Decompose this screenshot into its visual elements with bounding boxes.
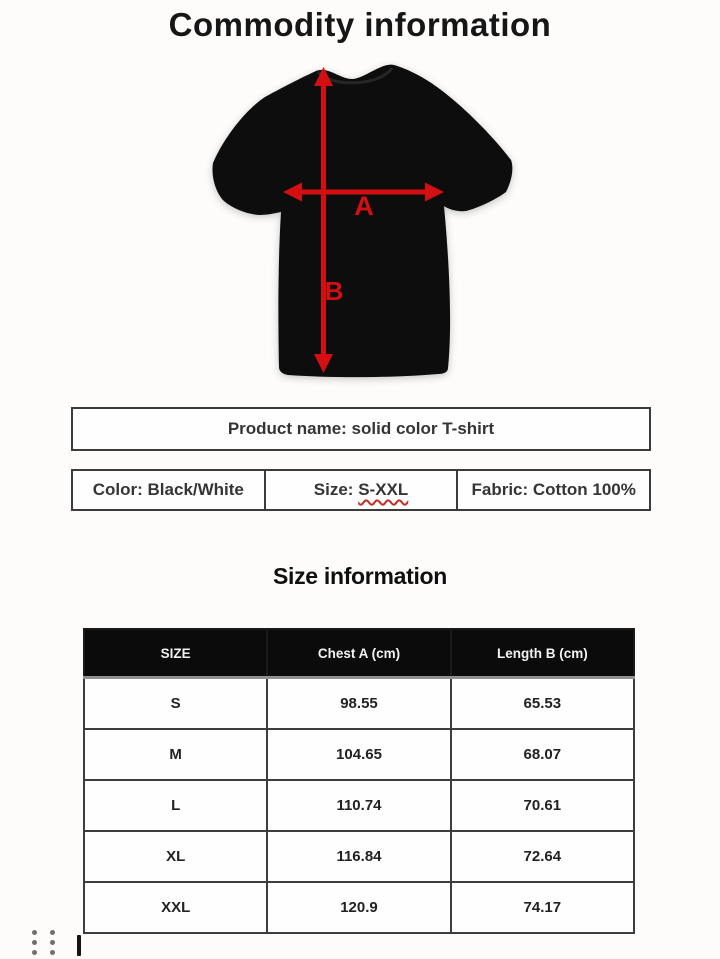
color-text: Color: Black/White [92, 480, 244, 499]
length-label-b: B [325, 276, 344, 306]
chest-cell: 116.84 [266, 830, 452, 883]
table-row: M 104.65 68.07 [82, 728, 636, 781]
dot [32, 930, 37, 935]
length-cell: 65.53 [449, 676, 636, 730]
size-table-header-row: SIZE Chest A (cm) Length B (cm) [82, 628, 636, 679]
size-value-text: S-XXL [358, 480, 409, 499]
chest-cell: 110.74 [266, 779, 452, 832]
size-table: SIZE Chest A (cm) Length B (cm) S 98.55 … [82, 628, 636, 934]
measurement-arrows: A B [283, 67, 444, 373]
arrow-right-icon [425, 182, 444, 202]
length-cell: 74.17 [449, 881, 636, 934]
color-cell: Color: Black/White [73, 471, 264, 509]
size-cell: XXL [82, 881, 269, 934]
arrow-left-icon [283, 182, 302, 202]
size-cell: M [82, 728, 269, 781]
product-attributes-row: Color: Black/White Size: S-XXL Fabric: C… [71, 469, 651, 511]
length-cell: 70.61 [449, 779, 636, 832]
table-row: L 110.74 70.61 [82, 779, 636, 832]
dot [50, 930, 55, 935]
table-row: XXL 120.9 74.17 [82, 881, 636, 934]
size-cell: L [82, 779, 269, 832]
chest-label-a: A [354, 191, 374, 221]
dot [32, 940, 37, 945]
col-header-chest: Chest A (cm) [266, 628, 452, 679]
drag-handle-icon[interactable] [32, 930, 55, 955]
col-header-length: Length B (cm) [449, 628, 636, 679]
product-name-text: Product name: solid color T-shirt [227, 419, 495, 438]
tshirt-image: A B [212, 64, 513, 378]
fabric-cell: Fabric: Cotton 100% [456, 471, 649, 509]
chest-cell: 104.65 [266, 728, 452, 781]
arrow-down-icon [314, 354, 333, 373]
dot [50, 940, 55, 945]
product-name-box: Product name: solid color T-shirt [71, 407, 651, 451]
size-cell: S [82, 676, 269, 730]
chest-cell: 98.55 [266, 676, 452, 730]
dot [32, 950, 37, 955]
length-cell: 72.64 [449, 830, 636, 883]
size-prefix-text: Size: [313, 480, 354, 499]
text-cursor-icon[interactable] [77, 935, 81, 956]
tshirt-measurement-diagram: A B [0, 0, 720, 435]
col-header-size: SIZE [82, 628, 269, 679]
table-row: XL 116.84 72.64 [82, 830, 636, 883]
size-cell-attr: Size: S-XXL [263, 471, 457, 509]
size-information-heading: Size information [272, 563, 448, 589]
dot [50, 950, 55, 955]
page-title: Commodity information [168, 6, 552, 43]
fabric-text: Fabric: Cotton 100% [471, 480, 636, 499]
chest-cell: 120.9 [266, 881, 452, 934]
length-cell: 68.07 [449, 728, 636, 781]
arrow-up-icon [314, 67, 333, 86]
table-row: S 98.55 65.53 [82, 676, 636, 730]
size-cell: XL [82, 830, 269, 883]
